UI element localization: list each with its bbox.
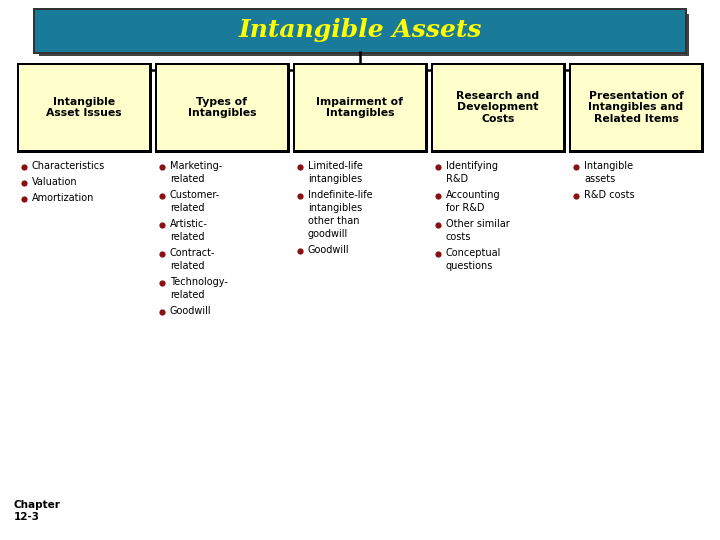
Text: goodwill: goodwill — [308, 229, 348, 239]
Text: intangibles: intangibles — [308, 174, 362, 184]
FancyBboxPatch shape — [35, 10, 685, 52]
FancyBboxPatch shape — [295, 65, 425, 150]
FancyBboxPatch shape — [157, 65, 287, 150]
Text: Conceptual: Conceptual — [446, 248, 501, 258]
Text: Presentation of
Intangibles and
Related Items: Presentation of Intangibles and Related … — [588, 91, 683, 124]
Text: Intangible Assets: Intangible Assets — [238, 18, 482, 42]
Text: R&D: R&D — [446, 174, 468, 184]
FancyBboxPatch shape — [292, 63, 428, 152]
Text: Valuation: Valuation — [32, 177, 78, 187]
Text: Other similar: Other similar — [446, 219, 510, 229]
Text: intangibles: intangibles — [308, 203, 362, 213]
Text: Technology-: Technology- — [170, 277, 228, 287]
Text: related: related — [170, 290, 204, 300]
Text: related: related — [170, 261, 204, 271]
Text: for R&D: for R&D — [446, 203, 485, 213]
FancyBboxPatch shape — [19, 65, 149, 150]
Text: other than: other than — [308, 216, 359, 226]
Text: Goodwill: Goodwill — [308, 245, 350, 255]
Text: Intangible
Asset Issues: Intangible Asset Issues — [46, 97, 122, 118]
Text: assets: assets — [584, 174, 616, 184]
Text: Types of
Intangibles: Types of Intangibles — [188, 97, 256, 118]
Text: Amortization: Amortization — [32, 193, 94, 203]
Text: Characteristics: Characteristics — [32, 161, 105, 171]
Text: Chapter
12-3: Chapter 12-3 — [14, 501, 61, 522]
Text: Intangible: Intangible — [584, 161, 633, 171]
Text: Accounting: Accounting — [446, 190, 500, 200]
Text: R&D costs: R&D costs — [584, 190, 634, 200]
Text: related: related — [170, 232, 204, 242]
Text: Identifying: Identifying — [446, 161, 498, 171]
Text: Customer-: Customer- — [170, 190, 220, 200]
Text: Goodwill: Goodwill — [170, 306, 212, 316]
Text: Indefinite-life: Indefinite-life — [308, 190, 373, 200]
FancyBboxPatch shape — [433, 65, 563, 150]
Text: Contract-: Contract- — [170, 248, 215, 258]
Text: related: related — [170, 174, 204, 184]
Text: Impairment of
Intangibles: Impairment of Intangibles — [317, 97, 403, 118]
Text: Artistic-: Artistic- — [170, 219, 208, 229]
FancyBboxPatch shape — [39, 14, 689, 56]
Text: costs: costs — [446, 232, 472, 242]
FancyBboxPatch shape — [155, 63, 289, 152]
Text: Research and
Development
Costs: Research and Development Costs — [456, 91, 539, 124]
FancyBboxPatch shape — [431, 63, 565, 152]
FancyBboxPatch shape — [571, 65, 701, 150]
FancyBboxPatch shape — [17, 63, 151, 152]
FancyBboxPatch shape — [569, 63, 703, 152]
Text: Limited-life: Limited-life — [308, 161, 363, 171]
Text: questions: questions — [446, 261, 493, 271]
Text: related: related — [170, 203, 204, 213]
FancyBboxPatch shape — [33, 8, 687, 54]
Text: Marketing-: Marketing- — [170, 161, 222, 171]
